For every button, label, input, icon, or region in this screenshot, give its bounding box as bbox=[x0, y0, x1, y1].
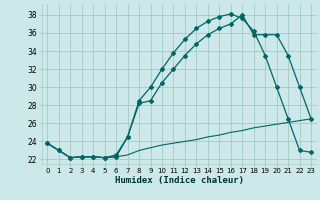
X-axis label: Humidex (Indice chaleur): Humidex (Indice chaleur) bbox=[115, 176, 244, 185]
